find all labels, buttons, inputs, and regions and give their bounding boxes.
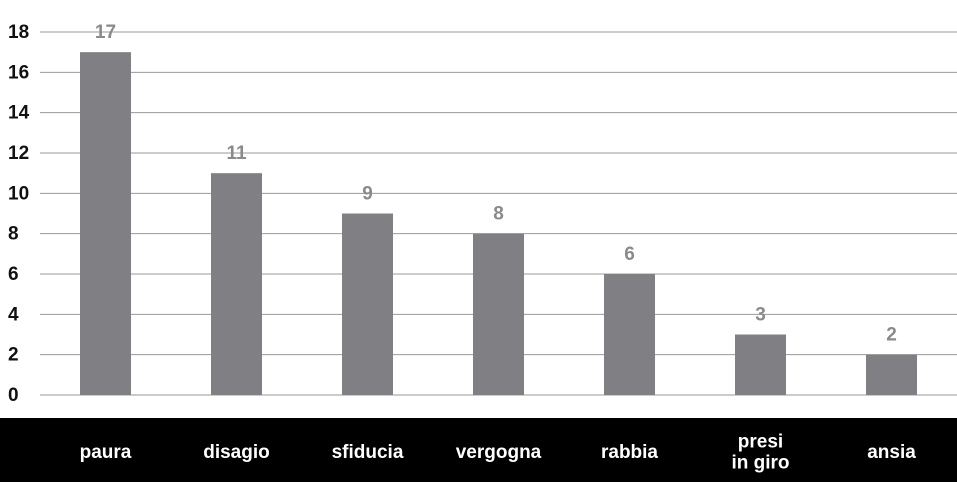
bar-presi-in-giro bbox=[735, 334, 786, 395]
data-label: 3 bbox=[755, 305, 766, 326]
y-tick-label: 16 bbox=[8, 62, 29, 83]
category-label: vergogna bbox=[456, 442, 542, 463]
y-tick-label: 4 bbox=[8, 304, 19, 325]
y-tick-label: 0 bbox=[8, 385, 19, 406]
y-tick-label: 8 bbox=[8, 224, 19, 245]
y-tick-label: 14 bbox=[8, 103, 30, 124]
category-label: disagio bbox=[203, 442, 270, 463]
category-label: sfiducia bbox=[332, 442, 404, 463]
category-label: rabbia bbox=[601, 442, 658, 463]
y-tick-label: 2 bbox=[8, 345, 19, 366]
category-label: paura bbox=[80, 442, 132, 463]
y-tick-label: 12 bbox=[8, 143, 29, 164]
bar-rabbia bbox=[604, 274, 655, 395]
data-label: 6 bbox=[624, 244, 635, 265]
category-labels: paura disagio sfiducia vergogna rabbia presi i… bbox=[80, 432, 917, 474]
category-label: presi in giro bbox=[731, 432, 789, 474]
bar-sfiducia bbox=[342, 213, 393, 395]
y-tick-label: 18 bbox=[8, 22, 29, 43]
category-label: ansia bbox=[867, 442, 916, 463]
data-labels: 17 11 9 8 6 3 2 bbox=[95, 22, 897, 346]
y-tick-label: 6 bbox=[8, 264, 19, 285]
data-label: 11 bbox=[226, 143, 247, 164]
data-label: 8 bbox=[493, 204, 504, 225]
y-tick-label: 10 bbox=[8, 183, 29, 204]
data-label: 2 bbox=[886, 325, 897, 346]
bar-paura bbox=[80, 52, 131, 396]
data-label: 9 bbox=[362, 184, 373, 205]
y-axis-ticks: 0 2 4 6 8 10 12 14 16 18 bbox=[8, 22, 30, 406]
bar-vergogna bbox=[473, 233, 524, 395]
bar-disagio bbox=[211, 173, 262, 395]
bars bbox=[80, 52, 917, 396]
bar-ansia bbox=[866, 354, 917, 395]
category-band bbox=[0, 418, 957, 482]
data-label: 17 bbox=[95, 22, 116, 43]
